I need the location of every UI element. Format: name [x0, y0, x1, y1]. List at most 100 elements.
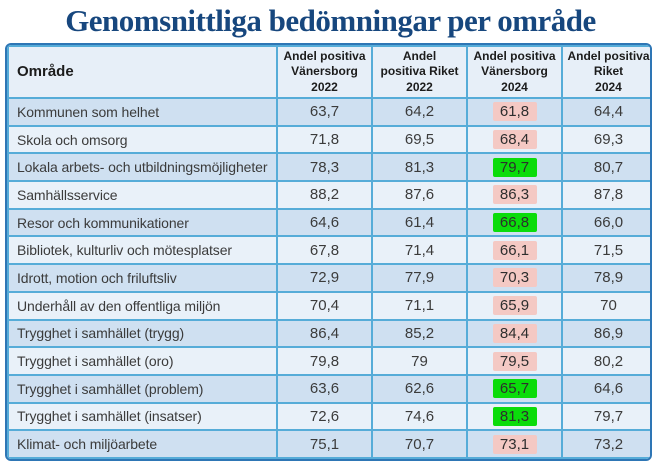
area-cell: Samhällsservice [7, 180, 278, 210]
riket-2022-cell: 81,3 [371, 152, 468, 183]
table-row: Bibliotek, kulturliv och mötesplatser 67,… [7, 235, 650, 266]
highlight-negative-chip: 70,3 [492, 268, 537, 288]
riket-2024-cell: 66,0 [561, 207, 650, 238]
highlight-positive-chip: 79,7 [492, 157, 537, 177]
area-cell: Skola och omsorg [7, 124, 278, 155]
highlight-negative-chip: 79,5 [492, 351, 537, 371]
area-cell: Lokala arbets- och utbildningsmöjlighete… [7, 152, 278, 183]
table-row: Klimat- och miljöarbete 75,1 70,7 73,1 73,2 [7, 429, 650, 459]
table-row: Underhåll av den offentliga miljön 70,4 71… [7, 290, 650, 321]
riket-2024-cell: 80,7 [561, 152, 650, 183]
vanersborg-2024-cell: 79,5 [466, 346, 563, 376]
riket-2022-cell: 61,4 [371, 207, 468, 238]
vanersborg-2024-cell: 65,7 [466, 373, 563, 404]
riket-2024-cell: 78,9 [561, 263, 650, 293]
riket-2024-cell: 86,9 [561, 318, 650, 349]
riket-2022-cell: 87,6 [371, 180, 468, 210]
riket-2024-cell: 73,2 [561, 429, 650, 459]
table-row: Trygghet i samhället (trygg) 86,4 85,2 84,4… [7, 318, 650, 349]
vanersborg-2024-cell: 66,1 [466, 235, 563, 266]
vanersborg-2022-cell: 78,3 [276, 152, 373, 183]
vanersborg-2022-cell: 79,8 [276, 346, 373, 376]
highlight-negative-chip: 84,4 [492, 323, 537, 343]
riket-2024-cell: 71,5 [561, 235, 650, 266]
riket-2022-cell: 62,6 [371, 373, 468, 404]
area-cell: Trygghet i samhället (oro) [7, 346, 278, 376]
table-row: Resor och kommunikationer 64,6 61,4 66,8 66,… [7, 207, 650, 238]
vanersborg-2022-cell: 64,6 [276, 207, 373, 238]
area-cell: Underhåll av den offentliga miljön [7, 290, 278, 321]
table-row: Idrott, motion och friluftsliv 72,9 77,9 70… [7, 263, 650, 293]
vanersborg-2022-cell: 72,6 [276, 401, 373, 432]
riket-2024-cell: 64,4 [561, 97, 650, 127]
vanersborg-2024-cell: 68,4 [466, 124, 563, 155]
vanersborg-2022-cell: 63,6 [276, 373, 373, 404]
area-cell: Trygghet i samhället (problem) [7, 373, 278, 404]
vanersborg-2024-cell: 61,8 [466, 97, 563, 127]
riket-2022-cell: 64,2 [371, 97, 468, 127]
vanersborg-2024-cell: 86,3 [466, 180, 563, 210]
vanersborg-2022-cell: 72,9 [276, 263, 373, 293]
page-title: Genomsnittliga bedömningar per område [65, 3, 596, 38]
vanersborg-2022-cell: 70,4 [276, 290, 373, 321]
header-riket-2022: Andel positiva Riket 2022 [371, 45, 468, 99]
riket-2024-cell: 79,7 [561, 401, 650, 432]
vanersborg-2024-cell: 73,1 [466, 429, 563, 459]
highlight-negative-chip: 65,9 [492, 296, 537, 316]
table-row: Trygghet i samhället (insatser) 72,6 74,6 8… [7, 401, 650, 432]
table-row: Trygghet i samhället (oro) 79,8 79 79,5 80,2 [7, 346, 650, 376]
table-row: Skola och omsorg 71,8 69,5 68,4 69,3 [7, 124, 650, 155]
vanersborg-2022-cell: 75,1 [276, 429, 373, 459]
riket-2022-cell: 70,7 [371, 429, 468, 459]
header-vanersborg-2022: Andel positiva Vänersborg 2022 [276, 45, 373, 99]
riket-2024-cell: 80,2 [561, 346, 650, 376]
vanersborg-2024-cell: 79,7 [466, 152, 563, 183]
area-cell: Bibliotek, kulturliv och mötesplatser [7, 235, 278, 266]
vanersborg-2022-cell: 86,4 [276, 318, 373, 349]
riket-2024-cell: 70 [561, 290, 650, 321]
riket-2024-cell: 69,3 [561, 124, 650, 155]
area-cell: Trygghet i samhället (insatser) [7, 401, 278, 432]
header-omrade: Område [7, 45, 278, 99]
ratings-table: Område Andel positiva Vänersborg 2022 An… [7, 45, 650, 459]
riket-2022-cell: 71,1 [371, 290, 468, 321]
highlight-positive-chip: 66,8 [492, 213, 537, 233]
vanersborg-2022-cell: 88,2 [276, 180, 373, 210]
vanersborg-2024-cell: 81,3 [466, 401, 563, 432]
highlight-positive-chip: 65,7 [492, 379, 537, 399]
highlight-negative-chip: 68,4 [492, 130, 537, 150]
highlight-negative-chip: 66,1 [492, 240, 537, 260]
highlight-positive-chip: 81,3 [492, 406, 537, 426]
table-row: Samhällsservice 88,2 87,6 86,3 87,8 [7, 180, 650, 210]
vanersborg-2024-cell: 84,4 [466, 318, 563, 349]
vanersborg-2022-cell: 71,8 [276, 124, 373, 155]
area-cell: Klimat- och miljöarbete [7, 429, 278, 459]
table-row: Lokala arbets- och utbildningsmöjlighete… [7, 152, 650, 183]
riket-2022-cell: 69,5 [371, 124, 468, 155]
table-row: Trygghet i samhället (problem) 63,6 62,6 65… [7, 373, 650, 404]
header-riket-2024: Andel positiva Riket 2024 [561, 45, 650, 99]
riket-2022-cell: 79 [371, 346, 468, 376]
header-vanersborg-2024: Andel positiva Vänersborg 2024 [466, 45, 563, 99]
table-row: Kommunen som helhet 63,7 64,2 61,8 64,4 [7, 97, 650, 127]
riket-2022-cell: 85,2 [371, 318, 468, 349]
table-body: Kommunen som helhet 63,7 64,2 61,8 64,4 Skola… [7, 97, 650, 459]
vanersborg-2024-cell: 65,9 [466, 290, 563, 321]
vanersborg-2022-cell: 63,7 [276, 97, 373, 127]
riket-2022-cell: 77,9 [371, 263, 468, 293]
riket-2022-cell: 74,6 [371, 401, 468, 432]
riket-2022-cell: 71,4 [371, 235, 468, 266]
vanersborg-2024-cell: 70,3 [466, 263, 563, 293]
area-cell: Resor och kommunikationer [7, 207, 278, 238]
area-cell: Kommunen som helhet [7, 97, 278, 127]
highlight-negative-chip: 86,3 [492, 185, 537, 205]
header-row: Område Andel positiva Vänersborg 2022 An… [7, 45, 650, 99]
ratings-table-frame: Område Andel positiva Vänersborg 2022 An… [5, 43, 652, 461]
riket-2024-cell: 87,8 [561, 180, 650, 210]
vanersborg-2022-cell: 67,8 [276, 235, 373, 266]
riket-2024-cell: 64,6 [561, 373, 650, 404]
highlight-negative-chip: 73,1 [492, 434, 537, 454]
area-cell: Idrott, motion och friluftsliv [7, 263, 278, 293]
vanersborg-2024-cell: 66,8 [466, 207, 563, 238]
